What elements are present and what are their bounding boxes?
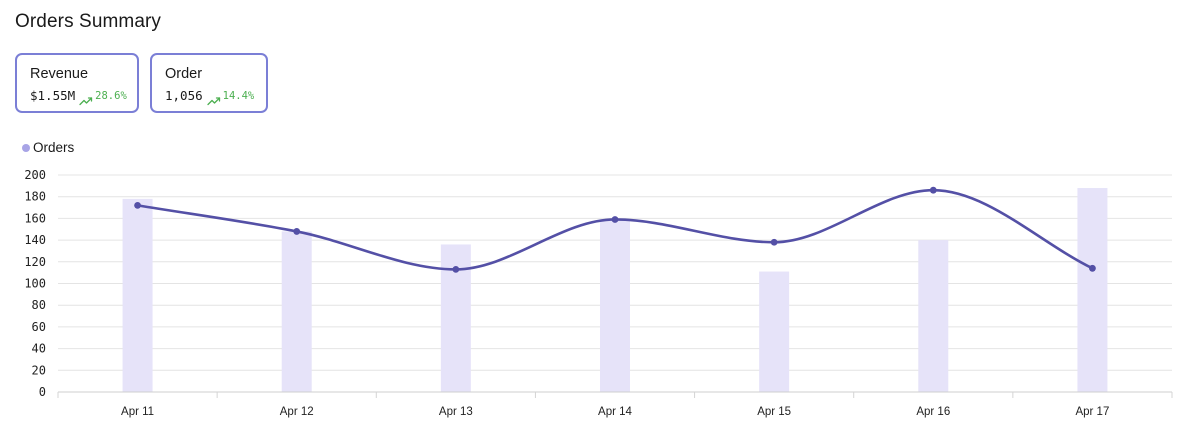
y-tick-label: 180 [24,190,46,204]
y-tick-label: 20 [32,363,46,377]
legend-dot-icon [22,143,30,152]
bar[interactable] [281,231,312,392]
x-tick-label: Apr 14 [598,406,632,418]
revenue-change: 28.6% [95,89,127,102]
line-point[interactable] [134,201,141,209]
bar[interactable] [759,271,790,392]
x-tick-label: Apr 16 [916,406,950,418]
line-point[interactable] [1089,264,1096,272]
trend-up-icon [206,91,221,105]
y-tick-label: 200 [24,168,46,182]
revenue-card-label: Revenue [30,66,89,82]
bar[interactable] [918,240,949,392]
order-card-row: 1,056 14.4% [165,88,255,105]
revenue-value: $1.55M [30,88,76,103]
line-point[interactable] [929,186,937,194]
line-series [134,186,1096,273]
x-tick-label: Apr 13 [439,406,473,418]
y-tick-label: 120 [24,255,46,269]
bar[interactable] [1077,188,1108,392]
y-tick-label: 80 [32,298,46,312]
revenue-card[interactable]: Revenue $1.55M 28.6% [15,53,139,113]
y-tick-label: 160 [24,211,46,225]
y-tick-label: 60 [32,320,46,334]
y-axis: 0 20 40 60 80 100 120 140 160 180 200 [24,168,46,399]
trend-up-icon [79,91,93,105]
x-tick-label: Apr 15 [757,406,791,418]
order-card[interactable]: Order 1,056 14.4% [150,53,268,113]
y-tick-label: 100 [24,277,46,291]
x-tick-label: Apr 11 [121,406,154,418]
y-tick-label: 40 [32,342,46,356]
page-title: Orders Summary [15,11,162,32]
x-axis [57,391,1173,398]
x-tick-label: Apr 12 [280,406,314,418]
line-point[interactable] [770,238,778,246]
line-point[interactable] [293,228,301,235]
chart-legend[interactable]: Orders [22,140,74,155]
order-change: 14.4% [222,89,255,102]
x-tick-label: Apr 17 [1075,406,1109,418]
summary-cards: Revenue $1.55M 28.6% Order 1,056 14.4% [15,53,268,113]
bar[interactable] [600,220,630,392]
y-tick-label: 0 [39,385,46,399]
order-card-label: Order [165,66,203,82]
y-tick-label: 140 [24,233,46,247]
revenue-card-row: $1.55M 28.6% [30,88,127,105]
line-point[interactable] [611,216,619,223]
x-axis-labels: Apr 11 Apr 12 Apr 13 Apr 14 Apr 15 Apr 16 Apr … [121,406,1109,418]
bar-series [122,188,1108,392]
bar[interactable] [122,198,153,392]
line-point[interactable] [452,265,460,273]
order-value: 1,056 [165,88,203,103]
legend-label-orders: Orders [33,140,75,155]
